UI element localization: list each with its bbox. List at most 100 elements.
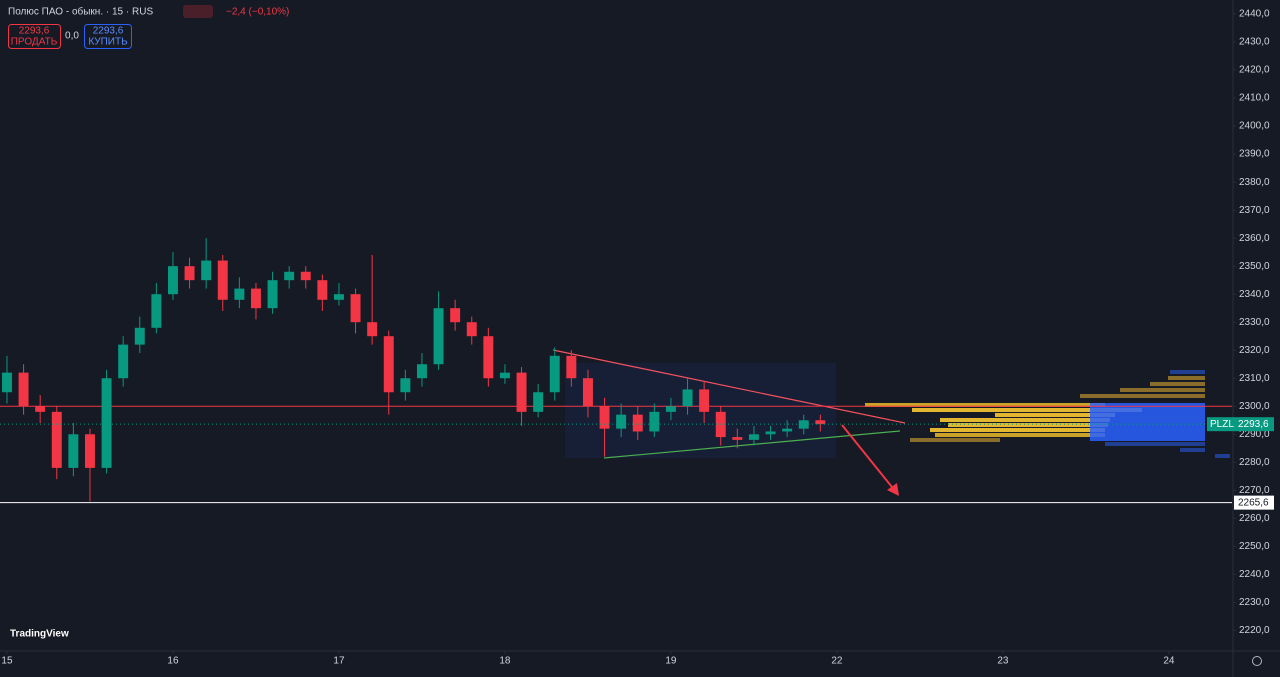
y-tick-label: 2280,0: [1239, 457, 1270, 468]
vp-row: [930, 428, 1105, 432]
arrow: [841, 424, 897, 493]
vp-row: [948, 423, 1108, 427]
candle-body: [250, 288, 261, 309]
y-tick-label: 2410,0: [1239, 93, 1270, 104]
spread: 0,0: [65, 31, 79, 42]
candle-body: [516, 372, 527, 412]
candle-body: [35, 406, 46, 412]
y-tick-label: 2240,0: [1239, 569, 1270, 580]
candle-body: [134, 327, 145, 345]
last-price-symbol: PLZL: [1210, 419, 1234, 430]
vp-row: [1180, 448, 1205, 452]
candle-body: [549, 355, 560, 393]
candle-body: [682, 389, 693, 407]
x-tick-label: 18: [499, 656, 511, 667]
x-tick-label: 24: [1163, 656, 1175, 667]
candle-body: [234, 288, 245, 300]
candle-body: [151, 294, 162, 328]
candle-body: [300, 271, 311, 281]
y-tick-label: 2330,0: [1239, 317, 1270, 328]
vp-row: [1080, 394, 1205, 398]
y-tick-label: 2270,0: [1239, 485, 1270, 496]
candle-body: [167, 266, 178, 295]
status-badge: [183, 5, 213, 18]
candle-body: [798, 420, 809, 429]
x-tick-label: 19: [665, 656, 677, 667]
candle-body: [416, 364, 427, 379]
y-tick-label: 2420,0: [1239, 65, 1270, 76]
candle-body: [284, 271, 295, 281]
candle-body: [101, 378, 112, 468]
candle-body: [51, 411, 62, 468]
candle-body: [317, 280, 328, 300]
sell-label[interactable]: ПРОДАТЬ: [11, 37, 58, 48]
candle-body: [632, 414, 643, 432]
vp-row: [940, 418, 1110, 422]
y-tick-label: 2350,0: [1239, 261, 1270, 272]
buy-price[interactable]: 2293,6: [93, 26, 124, 37]
price-label-box: [1234, 495, 1274, 510]
vp-row: [865, 403, 1105, 407]
candle-body: [466, 322, 477, 337]
settings-icon[interactable]: [1252, 656, 1262, 666]
candle-body: [201, 260, 212, 281]
candle-body: [350, 294, 361, 323]
candle-body: [267, 280, 278, 309]
candle-body: [483, 336, 494, 379]
y-tick-label: 2430,0: [1239, 37, 1270, 48]
buy-label[interactable]: КУПИТЬ: [88, 37, 128, 48]
x-tick-label: 15: [1, 656, 13, 667]
vp-row: [1090, 403, 1205, 441]
branding: TradingView: [10, 629, 69, 640]
buy-button[interactable]: [84, 24, 132, 49]
vp-row: [910, 438, 1000, 442]
candle-body: [84, 434, 95, 468]
vp-row: [935, 433, 1105, 437]
trend-line: [552, 349, 906, 424]
x-tick-label: 22: [831, 656, 843, 667]
candle-body: [649, 411, 660, 432]
y-tick-label: 2310,0: [1239, 373, 1270, 384]
vp-row: [1170, 370, 1205, 374]
candle-body: [450, 308, 461, 323]
arrow-head: [887, 483, 899, 496]
y-tick-label: 2390,0: [1239, 149, 1270, 160]
candle-body: [748, 434, 759, 440]
candle-body: [699, 389, 710, 412]
candle-body: [118, 344, 129, 379]
vp-row: [1168, 376, 1205, 380]
last-price-box: [1207, 417, 1274, 432]
candle-body: [68, 434, 79, 468]
candle-body: [665, 406, 676, 412]
price-change: −2,4 (−0,10%): [226, 7, 289, 18]
y-tick-label: 2260,0: [1239, 513, 1270, 524]
candle-body: [1, 372, 12, 393]
sell-button[interactable]: [8, 24, 61, 49]
candle-body: [433, 308, 444, 365]
sell-price[interactable]: 2293,6: [19, 26, 50, 37]
y-tick-label: 2400,0: [1239, 121, 1270, 132]
y-tick-label: 2230,0: [1239, 597, 1270, 608]
vp-row: [1120, 388, 1205, 392]
y-tick-label: 2220,0: [1239, 625, 1270, 636]
candle-body: [383, 336, 394, 393]
candle-body: [184, 266, 195, 281]
y-tick-label: 2250,0: [1239, 541, 1270, 552]
y-tick-label: 2360,0: [1239, 233, 1270, 244]
candle-body: [732, 437, 743, 440]
volume-profile: [865, 370, 1230, 458]
vp-row: [1105, 442, 1205, 446]
candle-body: [499, 372, 510, 379]
y-tick-label: 2340,0: [1239, 289, 1270, 300]
candle-body: [217, 260, 228, 300]
candle-body: [582, 378, 593, 407]
vp-row: [995, 413, 1115, 417]
y-tick-label: 2290,0: [1239, 429, 1270, 440]
vp-row: [1150, 382, 1205, 386]
x-tick-label: 16: [167, 656, 179, 667]
candle-body: [400, 378, 411, 393]
y-tick-label: 2300,0: [1239, 401, 1270, 412]
candle-body: [566, 355, 577, 379]
y-tick-label: 2320,0: [1239, 345, 1270, 356]
